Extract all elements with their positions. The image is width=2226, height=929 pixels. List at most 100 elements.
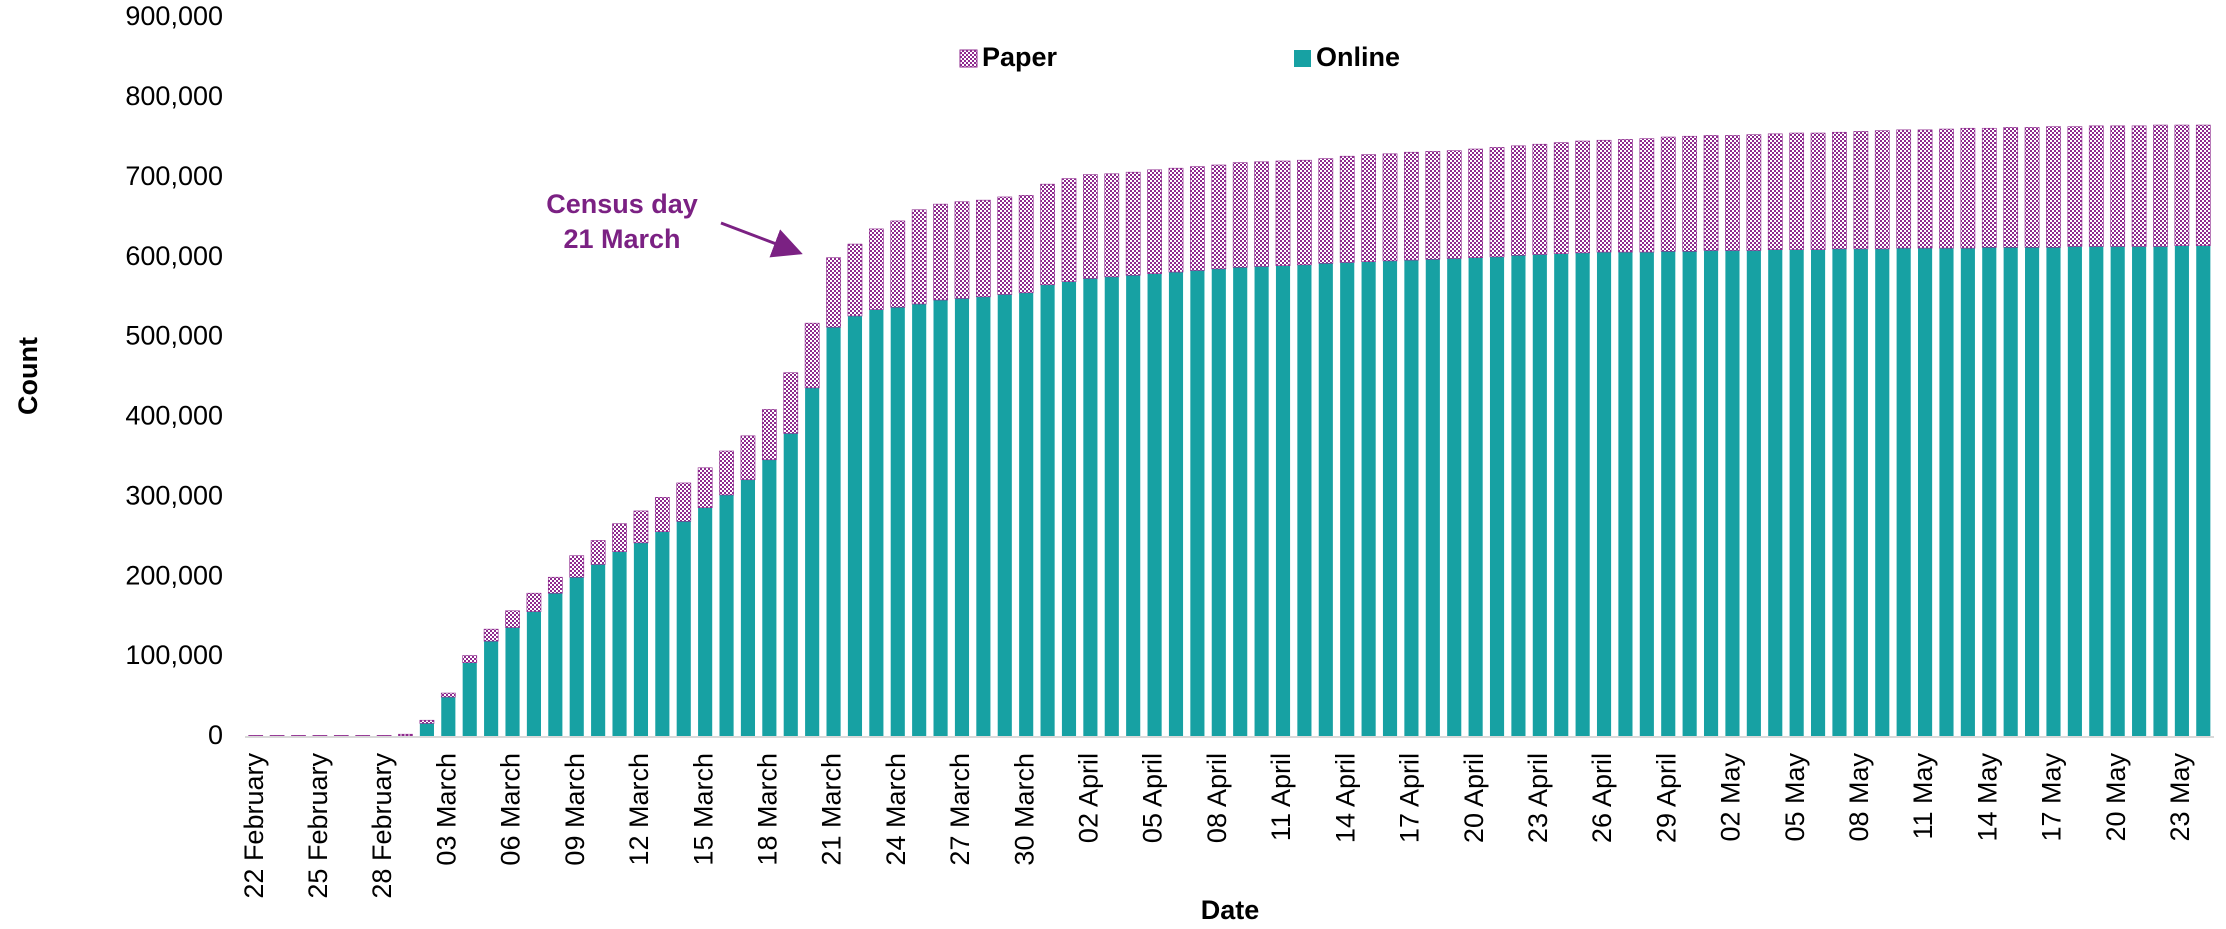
annotation: 21 March: [563, 224, 680, 254]
bar-segment: [1083, 278, 1098, 737]
bar-segment: [1233, 267, 1248, 737]
bar-segment: [1318, 158, 1334, 264]
bar-segment: [2046, 247, 2061, 737]
y-tick-label: 200,000: [125, 560, 223, 590]
y-tick-label: 500,000: [125, 321, 223, 351]
bar-segment: [1147, 273, 1162, 737]
bar-segment: [1618, 252, 1633, 737]
bar-segment: [826, 327, 841, 737]
bar-segment: [1382, 260, 1398, 737]
bar-segment: [590, 540, 606, 565]
bar-segment: [933, 203, 948, 301]
bar-segment: [1190, 270, 1205, 737]
x-tick-label: 14 May: [1972, 753, 2002, 842]
bar-segment: [1554, 253, 1569, 737]
bar-segment: [698, 507, 713, 737]
bar-segment: [1810, 249, 1826, 737]
bar-segment: [1789, 132, 1805, 250]
bar-segment: [1425, 151, 1441, 260]
bar-segment: [1147, 169, 1162, 274]
bar-segment: [1939, 248, 1954, 737]
bar-segment: [869, 228, 884, 310]
bar-segment: [1768, 249, 1783, 737]
x-tick-label: 08 April: [1202, 753, 1232, 843]
bar-segment: [1575, 252, 1590, 737]
bar-segment: [1019, 292, 1034, 737]
bar-segment: [805, 387, 820, 737]
bar-segment: [483, 628, 499, 642]
bar-segment: [419, 719, 435, 724]
bar-segment: [2003, 247, 2018, 737]
bar-segment: [847, 315, 863, 737]
bar-segment: [2110, 246, 2125, 737]
x-tick-label: 21 March: [817, 753, 847, 866]
bar-segment: [1232, 162, 1248, 268]
bar-segment: [1511, 145, 1526, 256]
bar-segment: [1725, 250, 1740, 737]
bar-segment: [1896, 248, 1911, 737]
bar-segment: [1104, 276, 1119, 737]
y-tick-label: 800,000: [125, 81, 223, 111]
bar-segment: [719, 494, 734, 737]
bar-segment: [697, 467, 713, 509]
y-tick-label: 900,000: [125, 1, 223, 31]
bar-segment: [911, 209, 927, 305]
bar-segment: [1725, 135, 1740, 251]
bar-segment: [1575, 140, 1590, 254]
bar-segment: [1040, 183, 1055, 286]
bar-segment: [1703, 135, 1719, 251]
x-tick-label: 06 March: [496, 753, 526, 866]
y-tick-label: 700,000: [125, 161, 223, 191]
bar-segment: [783, 433, 798, 737]
bar-segment: [1254, 161, 1269, 267]
bar-segment: [676, 521, 691, 737]
bar-segment: [1339, 155, 1355, 263]
bar-segment: [912, 304, 927, 737]
bar-segment: [1896, 129, 1912, 249]
bar-segment: [548, 593, 563, 737]
bar-segment: [484, 641, 499, 737]
bar-segment: [526, 611, 541, 737]
bar-segment: [1297, 264, 1312, 737]
bar-segment: [1447, 258, 1462, 737]
y-tick-label: 600,000: [125, 241, 223, 271]
bar-segment: [761, 409, 777, 461]
bar-segment: [976, 296, 991, 737]
bar-segment: [2089, 246, 2104, 737]
bar-segment: [2110, 125, 2126, 247]
x-tick-label: 03 March: [431, 753, 461, 866]
x-tick-label: 26 April: [1587, 753, 1617, 843]
x-tick-label: 02 April: [1074, 753, 1104, 843]
y-tick-label: 300,000: [125, 480, 223, 510]
bar-segment: [1404, 151, 1419, 261]
x-tick-label: 11 May: [1908, 753, 1938, 840]
x-tick-label: 17 May: [2037, 753, 2067, 842]
bar-segment: [1596, 252, 1612, 737]
y-tick-label: 0: [208, 720, 223, 750]
bar-segment: [826, 257, 841, 328]
bar-segment: [954, 201, 970, 299]
x-tick-label: 23 April: [1523, 753, 1553, 843]
y-axis-label: Count: [13, 337, 43, 415]
bar-segment: [1960, 127, 1976, 249]
x-tick-label: 12 March: [624, 753, 654, 866]
bar-segment: [1875, 248, 1890, 737]
bar-segment: [1446, 150, 1462, 259]
legend-label: Paper: [982, 42, 1058, 72]
bar-segment: [1275, 265, 1291, 737]
x-axis-label: Date: [1201, 895, 1260, 925]
bar-segment: [441, 697, 456, 737]
bar-segment: [1489, 147, 1505, 258]
bar-segment: [762, 459, 777, 737]
x-tick-label: 20 May: [2101, 753, 2131, 842]
annotation: Census day: [546, 189, 698, 219]
bar-segment: [1682, 135, 1698, 252]
bar-segment: [1746, 134, 1762, 251]
legend-swatch: [1294, 50, 1311, 67]
bar-segment: [1297, 159, 1312, 266]
bar-segment: [1639, 138, 1655, 253]
bar-segment: [719, 450, 734, 496]
x-tick-label: 29 April: [1651, 753, 1681, 843]
bar-segment: [2024, 127, 2040, 248]
